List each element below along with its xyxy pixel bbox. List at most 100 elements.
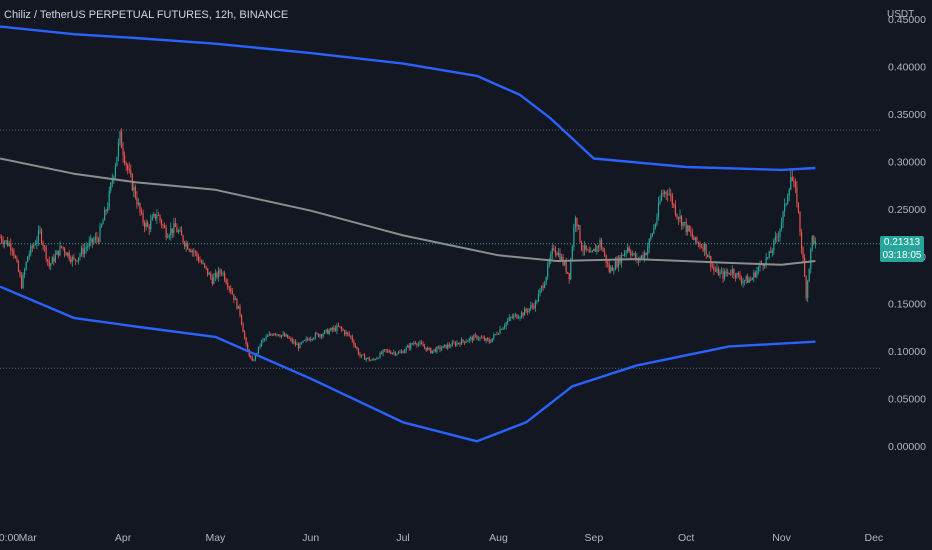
- candle-body: [645, 252, 647, 255]
- candle-body: [464, 341, 466, 343]
- candle-body: [17, 261, 20, 272]
- candle-body: [627, 247, 629, 252]
- candle-body: [30, 245, 32, 255]
- candle-body: [656, 217, 658, 225]
- candle-body: [153, 213, 155, 217]
- candle-body: [191, 250, 193, 253]
- candle-body: [722, 271, 724, 279]
- candle-body: [713, 266, 715, 271]
- candle-body: [137, 203, 140, 205]
- candle-body: [27, 256, 29, 263]
- candle-body: [727, 272, 729, 274]
- candle-body: [40, 229, 43, 243]
- candle-body: [297, 344, 300, 349]
- last-price-value: 0.21313: [883, 236, 921, 248]
- candle-body: [807, 281, 809, 298]
- candle-body: [517, 317, 520, 319]
- candle-body: [334, 327, 336, 331]
- candle-body: [490, 341, 492, 343]
- candle-body: [642, 255, 644, 258]
- candle-body: [171, 228, 173, 233]
- candle-body: [714, 270, 716, 272]
- candle-body: [711, 266, 713, 268]
- candle-body: [471, 337, 473, 341]
- candle-body: [251, 357, 253, 361]
- candle-body: [610, 267, 612, 272]
- candle-body: [505, 322, 507, 327]
- candle-body: [513, 315, 515, 318]
- candle-body: [94, 237, 96, 241]
- candle-body: [422, 343, 424, 347]
- candle-body: [548, 261, 550, 265]
- candle-body: [16, 257, 18, 262]
- candle-body: [787, 196, 789, 204]
- candle-body: [150, 220, 152, 230]
- candle-body: [404, 350, 406, 353]
- candle-body: [260, 340, 263, 347]
- candle-body: [496, 334, 498, 335]
- candle-body: [524, 309, 526, 316]
- candle-body: [437, 346, 440, 348]
- candle-body: [479, 337, 481, 339]
- candle-body: [380, 352, 383, 354]
- y-tick-label: 0.15000: [888, 299, 926, 311]
- candle-body: [282, 333, 284, 336]
- candle-body: [310, 338, 312, 341]
- candle-body: [254, 354, 256, 361]
- candle-body: [354, 345, 356, 347]
- candle-body: [337, 325, 340, 327]
- candle-body: [436, 346, 438, 352]
- candle-body: [356, 346, 358, 350]
- candle-body: [510, 317, 512, 318]
- candle-body: [322, 333, 324, 337]
- candle-body: [339, 326, 341, 328]
- candle-body: [87, 246, 89, 248]
- candle-body: [164, 225, 166, 228]
- candle-body: [368, 357, 370, 361]
- candle-body: [580, 241, 583, 251]
- candle-body: [804, 258, 806, 277]
- price-axis[interactable]: 0.450000.400000.350000.300000.250000.200…: [888, 14, 926, 453]
- candle-body: [800, 232, 803, 249]
- candle-body: [677, 217, 680, 219]
- candle-body: [784, 203, 786, 212]
- candle-body: [231, 291, 233, 295]
- candle-body: [453, 342, 455, 344]
- candle-body: [633, 253, 635, 255]
- candle-body: [280, 335, 283, 337]
- candle-body: [107, 207, 109, 211]
- time-axis[interactable]: 0:00 Mar Apr May Jun Jul Aug Sep Oct Nov Dec: [0, 532, 883, 544]
- candle-body: [553, 248, 555, 250]
- candle-body: [8, 243, 10, 246]
- candle-body: [11, 249, 13, 251]
- y-tick-label: 0.00000: [888, 441, 926, 453]
- candle-body: [102, 220, 104, 225]
- candle-body: [77, 257, 80, 262]
- candle-body: [330, 328, 332, 331]
- candle-body: [454, 342, 456, 346]
- candle-body: [607, 263, 609, 265]
- candle-body: [217, 270, 220, 278]
- candle-body: [5, 240, 7, 242]
- candle-body: [176, 227, 178, 233]
- candle-body: [556, 252, 558, 256]
- candle-body: [668, 194, 670, 196]
- candle-body: [311, 338, 313, 340]
- bollinger-upper-band: [0, 25, 816, 172]
- candle-body: [47, 259, 49, 261]
- candle-body: [757, 267, 760, 271]
- candle-body: [336, 325, 338, 331]
- candle-body: [184, 242, 186, 247]
- candle-body: [65, 252, 67, 256]
- candle-body: [557, 252, 560, 256]
- last-price-tag[interactable]: 0.21313 03:18:05: [880, 235, 924, 262]
- candle-body: [659, 200, 661, 204]
- candle-body: [79, 254, 81, 258]
- candle-body: [73, 257, 75, 260]
- candle-body: [100, 224, 103, 227]
- candle-body: [551, 248, 553, 254]
- candle-body: [156, 215, 158, 219]
- candle-body: [74, 259, 76, 261]
- candle-body: [222, 272, 224, 274]
